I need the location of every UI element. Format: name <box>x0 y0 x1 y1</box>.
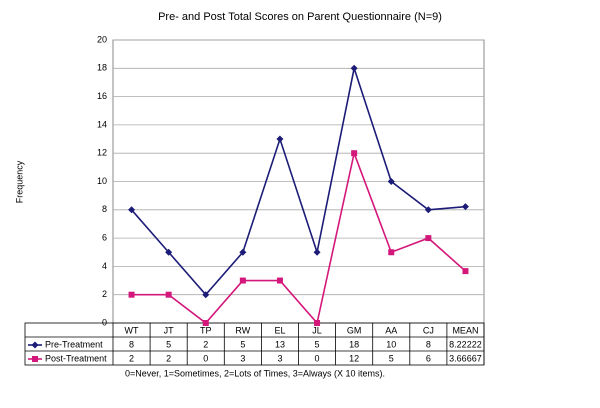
table-value: 5 <box>166 339 171 349</box>
table-value: 5 <box>240 339 245 349</box>
x-tick-label: EL <box>274 325 285 335</box>
table-value: 10 <box>386 339 396 349</box>
y-tick-label: 2 <box>102 289 107 299</box>
y-tick-label: 14 <box>97 119 107 129</box>
point <box>424 206 432 214</box>
point <box>462 268 469 275</box>
y-tick-label: 16 <box>97 91 107 101</box>
note: 0=Never, 1=Sometimes, 2=Lots of Times, 3… <box>125 368 385 378</box>
table-value: 2 <box>203 339 208 349</box>
legend-marker <box>31 341 39 349</box>
y-tick-label: 8 <box>102 204 107 214</box>
table-value: 5 <box>389 353 394 363</box>
point <box>461 203 469 211</box>
table-value: 13 <box>275 339 285 349</box>
point <box>276 135 284 143</box>
y-tick-label: 4 <box>102 261 107 271</box>
point <box>128 206 136 214</box>
point <box>425 235 432 242</box>
table-value: 18 <box>349 339 359 349</box>
point <box>239 248 247 256</box>
chart-title: Pre- and Post Total Scores on Parent Que… <box>158 11 442 23</box>
point <box>128 291 135 298</box>
y-tick-label: 12 <box>97 148 107 158</box>
table-value: 3 <box>277 353 282 363</box>
series-line <box>131 150 466 325</box>
point <box>314 320 321 326</box>
point <box>276 277 283 284</box>
table-value: 2 <box>166 353 171 363</box>
x-tick-label: MEAN <box>452 325 478 335</box>
y-tick-label: 18 <box>97 63 107 73</box>
x-tick-label: JT <box>164 325 175 335</box>
y-tick-label: 10 <box>97 176 107 186</box>
table-value: 0 <box>203 353 208 363</box>
point <box>202 291 210 299</box>
y-tick-label: 0 <box>102 317 107 327</box>
legend-label: Post-Treatment <box>45 353 107 363</box>
table-value: 6 <box>426 353 431 363</box>
y-tick-label: 6 <box>102 232 107 242</box>
table-value: 8.22222 <box>449 339 482 349</box>
point <box>165 291 172 298</box>
series-line <box>130 65 466 296</box>
x-tick-label: GM <box>347 325 362 335</box>
x-tick-label: WT <box>125 325 139 335</box>
point <box>313 248 321 256</box>
x-tick-label: AA <box>385 325 397 335</box>
table-value: 5 <box>315 339 320 349</box>
point <box>351 150 358 157</box>
point <box>202 320 209 326</box>
point <box>165 248 173 256</box>
table-value: 2 <box>129 353 134 363</box>
x-tick-label: JL <box>312 325 322 335</box>
table-value: 12 <box>349 353 359 363</box>
legend-label: Pre-Treatment <box>45 339 103 349</box>
x-tick-label: TP <box>200 325 212 335</box>
table-value: 3 <box>240 353 245 363</box>
y-tick-label: 20 <box>97 34 107 44</box>
table-value: 3.66667 <box>449 353 482 363</box>
y-axis-label: Frequency <box>14 160 24 203</box>
table-value: 8 <box>426 339 431 349</box>
point <box>350 64 358 72</box>
x-tick-label: CJ <box>423 325 434 335</box>
table-value: 0 <box>315 353 320 363</box>
legend-marker <box>32 356 38 362</box>
point <box>387 178 395 185</box>
table-value: 8 <box>129 339 134 349</box>
x-tick-label: RW <box>235 325 250 335</box>
point <box>388 249 395 256</box>
point <box>239 277 246 284</box>
